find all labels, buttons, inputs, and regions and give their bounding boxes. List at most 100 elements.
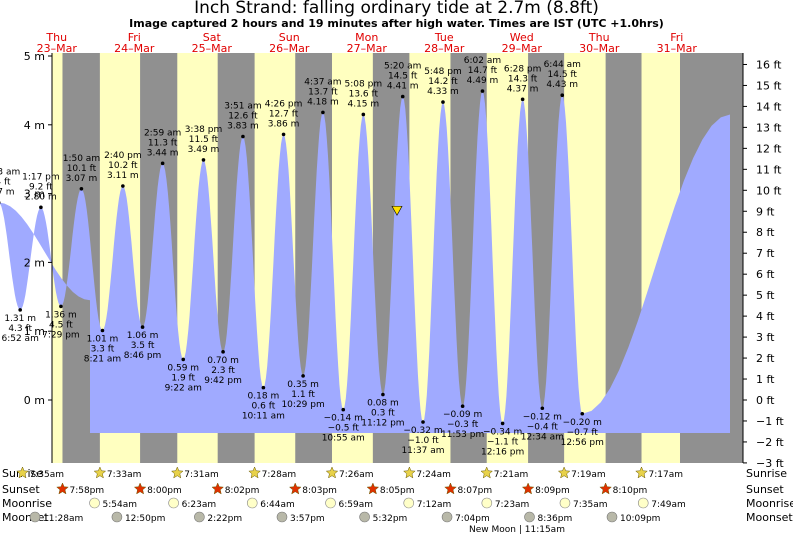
sunrise-time: 7:21am [494, 470, 529, 480]
tide-feet-label: 14.5 ft [548, 70, 578, 80]
tide-metres-label: −0.14 m [324, 414, 363, 424]
moonset-icon [29, 511, 41, 523]
sunset-row-label-right: Sunset [746, 483, 784, 496]
right-tick-label: 8 ft [756, 226, 775, 239]
moonset-time: 12:50pm [125, 514, 165, 524]
sunrise-row-label-right: Sunrise [746, 467, 787, 480]
day-date-label: 25–Mar [192, 42, 233, 55]
sunset-icon [444, 482, 457, 495]
moonset-time: 11:28am [43, 514, 83, 524]
tide-time-label: 6:52 am [1, 334, 38, 344]
tide-point [140, 325, 145, 329]
tide-metres-label: 2.87 m [0, 188, 15, 198]
tide-point [441, 100, 445, 104]
left-tick-label: 4 m [24, 119, 45, 132]
right-tick-label: 15 ft [756, 79, 782, 92]
moonrise-icon [89, 497, 100, 509]
tide-time-label: 10:11 am [242, 412, 285, 422]
tide-point [261, 385, 266, 390]
tide-time-label: 5:08 pm [345, 79, 383, 89]
tide-metres-label: 0.59 m [167, 363, 199, 373]
chart-title: Inch Strand: falling ordinary tide at 2.… [194, 0, 599, 18]
tide-feet-label: 1.1 ft [291, 390, 315, 400]
sunrise-time: 7:17am [649, 470, 684, 480]
tide-time-label: 9:42 pm [204, 376, 242, 386]
tide-time-label: 12:34 am [521, 432, 564, 442]
moonset-row-label-right: Moonset [746, 511, 793, 524]
tide-point [361, 112, 366, 117]
tide-point [460, 404, 465, 408]
tide-metres-label: 0.70 m [207, 356, 239, 366]
moonrise-icon [168, 497, 179, 509]
tide-feet-label: 0.3 ft [371, 408, 395, 418]
day-name-label: Mon [355, 31, 378, 44]
tide-metres-label: 0.08 m [367, 398, 399, 408]
tide-time-label: 11:37 am [401, 446, 444, 456]
tide-time-label: 2:40 pm [104, 151, 142, 161]
tide-time-label: 4:37 am [304, 77, 341, 87]
moonset-time: 8:36pm [538, 514, 573, 524]
day-name-label: Thu [588, 31, 610, 44]
tide-feet-label: −0.5 ft [328, 424, 360, 434]
tide-point [540, 406, 545, 411]
tide-feet-label: −1.1 ft [487, 437, 519, 447]
right-tick-label: 10 ft [756, 184, 782, 197]
tide-feet-label: 13.6 ft [349, 89, 379, 99]
left-tick-label: 5 m [24, 50, 45, 63]
day-name-label: Fri [128, 31, 141, 44]
sunrise-icon [93, 466, 107, 479]
left-tick-label: 1 m [24, 325, 45, 338]
day-date-label: 30–Mar [579, 42, 620, 55]
tide-feet-label: 14.2 ft [428, 77, 458, 87]
tide-feet-label: 12.7 ft [269, 109, 299, 119]
tide-metres-label: 4.41 m [387, 82, 419, 92]
sunset-icon [211, 482, 225, 495]
tide-feet-label: 0.6 ft [252, 402, 276, 412]
axes: 5 m 4 m 3 m 2 m 1 m 0 m 16 ft 15 ft 14 ft 13 ft 12… [24, 50, 785, 470]
sunset-icon [366, 482, 380, 495]
tide-time-label: 11:53 pm [441, 430, 484, 440]
moonrise-time: 6:23am [182, 500, 217, 510]
moonset-icon [276, 511, 288, 523]
tide-point [121, 184, 125, 188]
tide-metres-label: −0.12 m [523, 412, 562, 422]
day-date-label: 26–Mar [269, 42, 310, 55]
tide-feet-label: 3.5 ft [131, 341, 155, 351]
tide-feet-label: 2.3 ft [211, 366, 235, 376]
moonrise-time: 7:35am [573, 500, 608, 510]
tide-metres-label: 4.33 m [427, 87, 459, 97]
tide-feet-label: 10.1 ft [67, 164, 97, 174]
day-date-label: 27–Mar [347, 42, 388, 55]
tide-metres-label: 4.49 m [467, 76, 499, 86]
moonrise-icon [559, 497, 571, 509]
tide-feet-label: 14.5 ft [388, 72, 418, 82]
tide-point [160, 161, 165, 166]
day-band [52, 53, 63, 463]
moonset-time: 3:57pm [290, 514, 325, 524]
day-name-label: Fri [670, 31, 683, 44]
tide-metres-label: 1.01 m [87, 335, 119, 345]
tide-metres-label: 2.80 m [25, 192, 57, 202]
day-date-label: 24–Mar [114, 42, 155, 55]
moonrise-time: 7:12am [417, 500, 452, 510]
sunset-time: 8:10pm [613, 486, 648, 496]
tide-feet-label: 4.5 ft [49, 320, 73, 330]
tide-metres-label: −0.34 m [483, 427, 522, 437]
right-tick-label: 16 ft [756, 58, 782, 71]
moonrise-time: 7:49am [651, 500, 686, 510]
moonset-icon [194, 511, 205, 523]
tide-metres-label: −0.20 m [563, 418, 602, 428]
tide-point [500, 421, 505, 426]
sunrise-time: 7:35am [29, 470, 64, 480]
moonset-icon [359, 511, 370, 523]
tide-area [0, 91, 730, 434]
moonrise-time: 6:59am [339, 500, 374, 510]
day-labels: Thu23–MarFri24–MarSat25–MarSun26–MarMon2… [37, 31, 698, 55]
tide-time-label: 11:12 pm [361, 418, 404, 428]
right-tick-label: 2 ft [756, 352, 775, 365]
tide-time-label: 6:28 pm [504, 64, 542, 74]
sunrise-icon [480, 466, 494, 479]
tide-feet-label: 4.3 ft [8, 324, 32, 334]
sunrise-icon [403, 466, 416, 479]
tide-point [400, 94, 405, 99]
